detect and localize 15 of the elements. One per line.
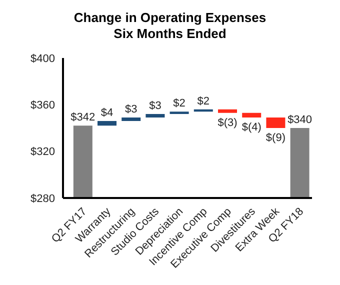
data-label: $(9)	[266, 132, 286, 144]
y-tick-label: $400	[30, 52, 55, 65]
data-label: $4	[100, 107, 114, 119]
data-label: $3	[124, 104, 138, 116]
y-tick-label: $360	[30, 100, 55, 112]
chart-title: Change in Operating Expenses Six Months Ended	[72, 10, 268, 42]
data-label: $(4)	[242, 122, 262, 134]
data-label: $340	[288, 114, 312, 126]
data-label: $3	[149, 100, 162, 112]
data-label: $(3)	[218, 116, 238, 129]
data-label: $2	[197, 95, 210, 108]
y-tick-label: $280	[30, 192, 55, 205]
y-tick-label: $320	[30, 146, 55, 158]
data-label: $342	[70, 112, 96, 124]
data-label: $2	[173, 98, 186, 110]
